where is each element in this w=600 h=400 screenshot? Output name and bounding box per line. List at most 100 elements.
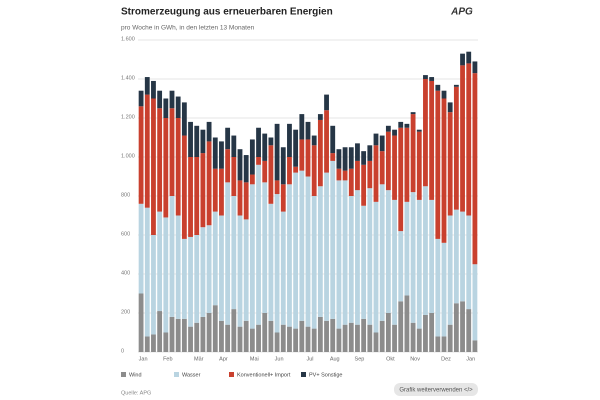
bar-segment bbox=[460, 301, 465, 352]
bar-segment bbox=[410, 192, 416, 323]
bar-segment bbox=[219, 215, 224, 321]
legend-label: Wasser bbox=[182, 372, 201, 378]
bar-segment bbox=[256, 324, 261, 352]
bar-segment bbox=[188, 121, 193, 157]
bar-segment bbox=[404, 127, 410, 202]
bar-segment bbox=[367, 145, 373, 161]
bar-segment bbox=[398, 127, 404, 232]
bar-segment bbox=[299, 139, 305, 171]
bar-segment bbox=[138, 293, 144, 352]
bar-segment bbox=[200, 153, 206, 228]
reuse-button[interactable]: Grafik weiterverwenden </> bbox=[399, 388, 473, 394]
bar-segment bbox=[317, 114, 323, 120]
bar-segment bbox=[181, 238, 187, 319]
bar-segment bbox=[423, 314, 428, 352]
bar-segment bbox=[342, 170, 348, 181]
bar-segment bbox=[392, 135, 397, 200]
bar-segment bbox=[181, 102, 187, 136]
bar-segment bbox=[336, 180, 342, 329]
y-tick-label: 1.000 bbox=[121, 153, 135, 159]
bar-segment bbox=[453, 84, 459, 87]
bar-segment bbox=[151, 80, 156, 99]
bar-segment bbox=[447, 102, 453, 113]
bar-segment bbox=[311, 135, 317, 146]
bar-segment bbox=[355, 160, 360, 191]
x-tick-label: Jun bbox=[275, 356, 284, 362]
bar-segment bbox=[157, 90, 163, 109]
bar-segment bbox=[348, 196, 354, 323]
bar-segment bbox=[256, 127, 261, 157]
bar-segment bbox=[188, 157, 193, 237]
bar-segment bbox=[317, 119, 323, 187]
bar-segment bbox=[293, 172, 299, 329]
bar-segment bbox=[311, 145, 317, 196]
x-tick-label: Mär bbox=[194, 356, 204, 362]
bar-segment bbox=[169, 316, 175, 352]
bar-segment bbox=[175, 215, 181, 319]
bar-segment bbox=[200, 227, 206, 317]
bar-segment bbox=[138, 90, 144, 107]
bar-segment bbox=[392, 129, 397, 136]
bar-segment bbox=[175, 96, 181, 118]
bar-segment bbox=[299, 114, 305, 140]
bar-segment bbox=[385, 190, 391, 313]
bar-segment bbox=[423, 75, 428, 79]
bar-segment bbox=[274, 194, 280, 333]
bar-segment bbox=[410, 322, 416, 352]
bar-segment bbox=[361, 318, 367, 352]
bar-segment bbox=[355, 324, 360, 352]
bar-segment bbox=[249, 139, 255, 175]
bar-segment bbox=[416, 328, 422, 352]
x-tick-label: Apr bbox=[219, 356, 228, 362]
legend-swatch bbox=[121, 372, 126, 377]
bar-segment bbox=[175, 118, 181, 216]
bar-segment bbox=[212, 168, 218, 212]
bar-segment bbox=[280, 147, 286, 185]
legend-label: Wind bbox=[129, 372, 142, 378]
bar-segment bbox=[317, 186, 323, 317]
bar-segment bbox=[429, 199, 435, 313]
y-tick-label: 1.600 bbox=[121, 36, 135, 42]
bar-segment bbox=[144, 336, 150, 352]
bar-segment bbox=[243, 182, 249, 220]
bar-segment bbox=[392, 324, 397, 352]
bar-segment bbox=[256, 157, 261, 165]
bar-segment bbox=[447, 215, 453, 325]
bar-segment bbox=[237, 326, 243, 352]
bar-segment bbox=[206, 141, 212, 226]
bar-segment bbox=[416, 129, 422, 132]
bar-segment bbox=[472, 61, 478, 74]
legend-swatch bbox=[301, 372, 306, 377]
x-tick-label: Feb bbox=[163, 356, 172, 362]
bar-segment bbox=[435, 84, 441, 91]
bar-segment bbox=[367, 324, 373, 352]
bar-segment bbox=[237, 215, 243, 327]
bar-segment bbox=[151, 334, 156, 352]
bar-segment bbox=[435, 336, 441, 352]
bar-segment bbox=[447, 112, 453, 216]
bar-segment bbox=[472, 73, 478, 265]
bar-segment bbox=[435, 238, 441, 337]
bar-segment bbox=[293, 129, 299, 167]
x-tick-label: Aug bbox=[330, 356, 340, 362]
bar-segment bbox=[200, 129, 206, 154]
bar-segment bbox=[472, 340, 478, 352]
x-tick-label: Jan bbox=[466, 356, 475, 362]
logo: APG bbox=[450, 7, 473, 18]
bar-segment bbox=[453, 209, 459, 304]
bar-segment bbox=[429, 313, 435, 352]
bar-segment bbox=[249, 328, 255, 352]
bar-segment bbox=[151, 98, 156, 235]
y-tick-label: 1.400 bbox=[121, 75, 135, 81]
bar-segment bbox=[423, 79, 428, 187]
bar-segment bbox=[169, 196, 175, 317]
bar-segment bbox=[330, 153, 336, 161]
bar-segment bbox=[287, 326, 292, 352]
source: Quelle: APG bbox=[121, 390, 151, 396]
bar-segment bbox=[404, 123, 410, 128]
bar-segment bbox=[441, 98, 447, 243]
bar-segment bbox=[361, 164, 367, 206]
button-bg[interactable] bbox=[394, 383, 478, 396]
bar-segment bbox=[441, 90, 447, 99]
bar-segment bbox=[299, 320, 305, 352]
